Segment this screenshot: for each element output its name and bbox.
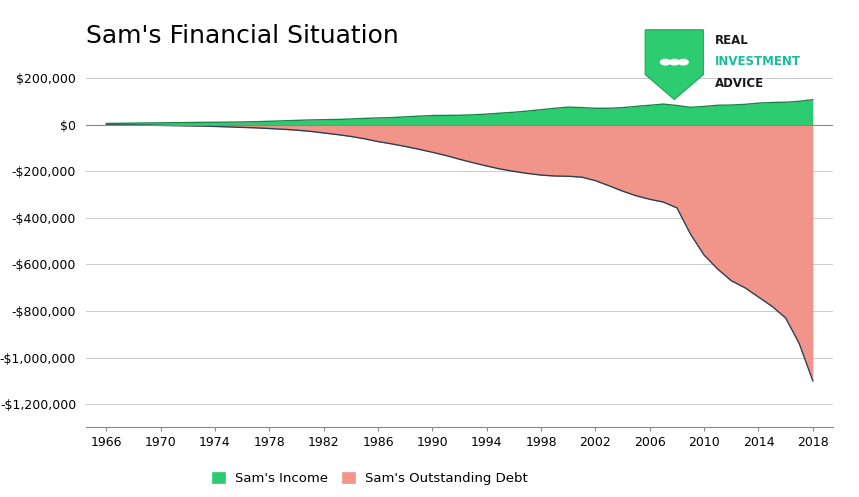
Text: REAL: REAL <box>715 34 748 47</box>
Text: Sam's Financial Situation: Sam's Financial Situation <box>86 24 399 48</box>
Circle shape <box>661 59 670 65</box>
Polygon shape <box>645 30 704 99</box>
Circle shape <box>679 59 688 65</box>
Text: ADVICE: ADVICE <box>715 77 764 90</box>
Circle shape <box>669 59 679 65</box>
Text: INVESTMENT: INVESTMENT <box>715 55 801 68</box>
Legend: Sam's Income, Sam's Outstanding Debt: Sam's Income, Sam's Outstanding Debt <box>211 472 528 485</box>
